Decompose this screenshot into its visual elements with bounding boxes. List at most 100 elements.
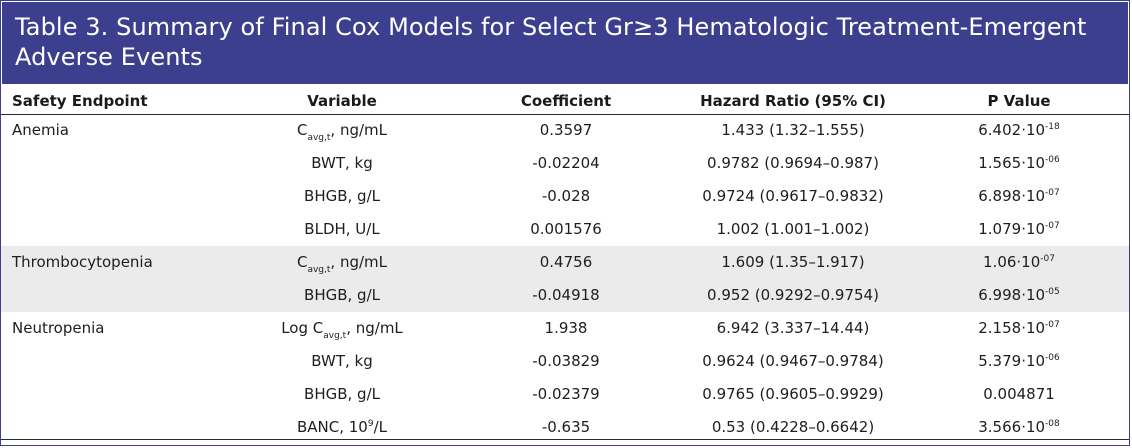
cell-coefficient: 0.4756 (539, 253, 593, 271)
table-row: BHGB, g/L -0.028 0.9724 (0.9617–0.9832) 6.8… (1, 180, 1129, 213)
variable-prefix: Log (281, 319, 313, 337)
header-coefficient: Coefficient (520, 92, 612, 110)
p-value-mantissa: 6.898·10 (978, 187, 1046, 205)
variable-main: BHGB, g/L (304, 187, 380, 205)
table-row: BWT, kg -0.03829 0.9624 (0.9467–0.9784) 5.3… (1, 345, 1129, 378)
p-value-mantissa: 6.402·10 (978, 121, 1046, 139)
cell-p-value: 6.402·10-18 (978, 114, 1060, 147)
cell-variable: Cavg,t, ng/mL (297, 246, 387, 279)
table-row: BHGB, g/L -0.02379 0.9765 (0.9605–0.9929) 0… (1, 378, 1129, 411)
variable-unit: /L (373, 418, 388, 436)
cell-p-value: 5.379·10-06 (978, 345, 1060, 378)
cell-hazard-ratio: 6.942 (3.337–14.44) (716, 319, 870, 337)
variable-main: C (296, 121, 308, 139)
cell-p-value: 6.898·10-07 (978, 180, 1060, 213)
p-value-exponent: -06 (1045, 353, 1060, 363)
variable-rest: , ng/mL (330, 121, 388, 139)
cell-p-value: 1.06·10-07 (983, 246, 1055, 279)
p-value-mantissa: 6.998·10 (978, 286, 1046, 304)
cell-variable: BHGB, g/L (304, 378, 380, 411)
cell-hazard-ratio: 1.433 (1.32–1.555) (721, 121, 865, 139)
p-value-exponent: -05 (1045, 287, 1060, 297)
table-row: BLDH, U/L 0.001576 1.002 (1.001–1.002) 1.07… (1, 213, 1129, 246)
cell-coefficient: -0.04918 (532, 286, 600, 304)
variable-subscript: avg,t (307, 265, 331, 275)
p-value-exponent: -07 (1040, 254, 1055, 264)
variable-rest: , ng/mL (346, 319, 403, 337)
p-value-mantissa: 1.06·10 (983, 253, 1041, 271)
p-value-exponent: -07 (1045, 320, 1060, 330)
cell-p-value: 3.566·10-08 (978, 411, 1060, 444)
cell-p-value: 1.565·10-06 (978, 147, 1060, 180)
p-value-mantissa: 1.079·10 (978, 220, 1046, 238)
cell-coefficient: -0.028 (541, 187, 591, 205)
p-value-mantissa: 2.158·10 (978, 319, 1046, 337)
table-row: Neutropenia Log Cavg,t, ng/mL 1.938 6.942 (… (1, 312, 1129, 345)
variable-main: C (312, 319, 324, 337)
cell-coefficient: 1.938 (544, 319, 588, 337)
table-title-bar: Table 3. Summary of Final Cox Models for… (2, 2, 1128, 84)
cell-safety-endpoint: Anemia (12, 121, 69, 139)
cell-coefficient: 0.3597 (539, 121, 593, 139)
cell-p-value: 2.158·10-07 (978, 312, 1060, 345)
cell-hazard-ratio: 0.9624 (0.9467–0.9784) (702, 352, 884, 370)
cell-variable: BHGB, g/L (304, 279, 380, 312)
table-title-line-1: Table 3. Summary of Final Cox Models for… (15, 13, 1087, 41)
p-value-mantissa: 0.004871 (983, 385, 1055, 403)
table-row: Thrombocytopenia Cavg,t, ng/mL 0.4756 1.609… (1, 246, 1129, 279)
p-value-mantissa: 1.565·10 (978, 154, 1046, 172)
p-value-exponent: -06 (1045, 155, 1060, 165)
table-row: Anemia Cavg,t, ng/mL 0.3597 1.433 (1.32–1.5… (1, 114, 1129, 147)
p-value-exponent: -08 (1045, 419, 1060, 429)
table-row: BHGB, g/L -0.04918 0.952 (0.9292–0.9754) 6.… (1, 279, 1129, 312)
cell-variable: Log Cavg,t, ng/mL (281, 312, 403, 345)
cell-hazard-ratio: 0.9765 (0.9605–0.9929) (702, 385, 884, 403)
cell-coefficient: -0.02204 (532, 154, 600, 172)
header-p-value: P Value (987, 92, 1051, 110)
cell-safety-endpoint: Neutropenia (12, 319, 105, 337)
cell-p-value: 0.004871 (983, 378, 1055, 411)
cell-safety-endpoint: Thrombocytopenia (12, 253, 153, 271)
cell-hazard-ratio: 0.53 (0.4228–0.6642) (711, 418, 875, 436)
cell-variable: BHGB, g/L (304, 180, 380, 213)
cell-variable: Cavg,t, ng/mL (297, 114, 387, 147)
cell-coefficient: 0.001576 (530, 220, 602, 238)
p-value-exponent: -18 (1045, 122, 1060, 132)
cell-hazard-ratio: 0.9782 (0.9694–0.987) (707, 154, 879, 172)
header-safety-endpoint: Safety Endpoint (12, 92, 148, 110)
cell-variable: BWT, kg (311, 345, 373, 378)
cell-coefficient: -0.635 (541, 418, 591, 436)
p-value-exponent: -07 (1045, 221, 1060, 231)
table-row: BWT, kg -0.02204 0.9782 (0.9694–0.987) 1.56… (1, 147, 1129, 180)
cell-hazard-ratio: 0.952 (0.9292–0.9754) (707, 286, 879, 304)
table-bottom-rule (1, 439, 1129, 440)
variable-subscript: avg,t (307, 133, 331, 143)
cell-variable: BLDH, U/L (304, 213, 379, 246)
variable-main: BANC, 10 (296, 418, 368, 436)
cell-coefficient: -0.03829 (532, 352, 600, 370)
variable-subscript: avg,t (323, 331, 347, 341)
p-value-exponent: -07 (1045, 188, 1060, 198)
table-title-line-2: Adverse Events (15, 43, 203, 71)
cell-p-value: 1.079·10-07 (978, 213, 1060, 246)
cell-variable: BWT, kg (311, 147, 373, 180)
variable-main: BHGB, g/L (304, 385, 380, 403)
p-value-mantissa: 3.566·10 (978, 418, 1046, 436)
cell-coefficient: -0.02379 (532, 385, 600, 403)
variable-main: BWT, kg (311, 352, 373, 370)
p-value-mantissa: 5.379·10 (978, 352, 1046, 370)
cell-hazard-ratio: 1.609 (1.35–1.917) (721, 253, 865, 271)
variable-rest: , ng/mL (330, 253, 388, 271)
table-row: BANC, 109/L -0.635 0.53 (0.4228–0.6642) 3.5… (1, 411, 1129, 444)
table-header-row: Safety Endpoint Variable Coefficient Haz… (1, 87, 1129, 115)
cell-hazard-ratio: 0.9724 (0.9617–0.9832) (702, 187, 884, 205)
header-hazard-ratio: Hazard Ratio (95% CI) (700, 92, 886, 110)
variable-superscript: 9 (367, 419, 374, 429)
variable-main: C (296, 253, 308, 271)
variable-main: BHGB, g/L (304, 286, 380, 304)
header-variable: Variable (307, 92, 377, 110)
variable-main: BWT, kg (311, 154, 373, 172)
variable-main: BLDH, U/L (304, 220, 380, 238)
cell-p-value: 6.998·10-05 (978, 279, 1060, 312)
